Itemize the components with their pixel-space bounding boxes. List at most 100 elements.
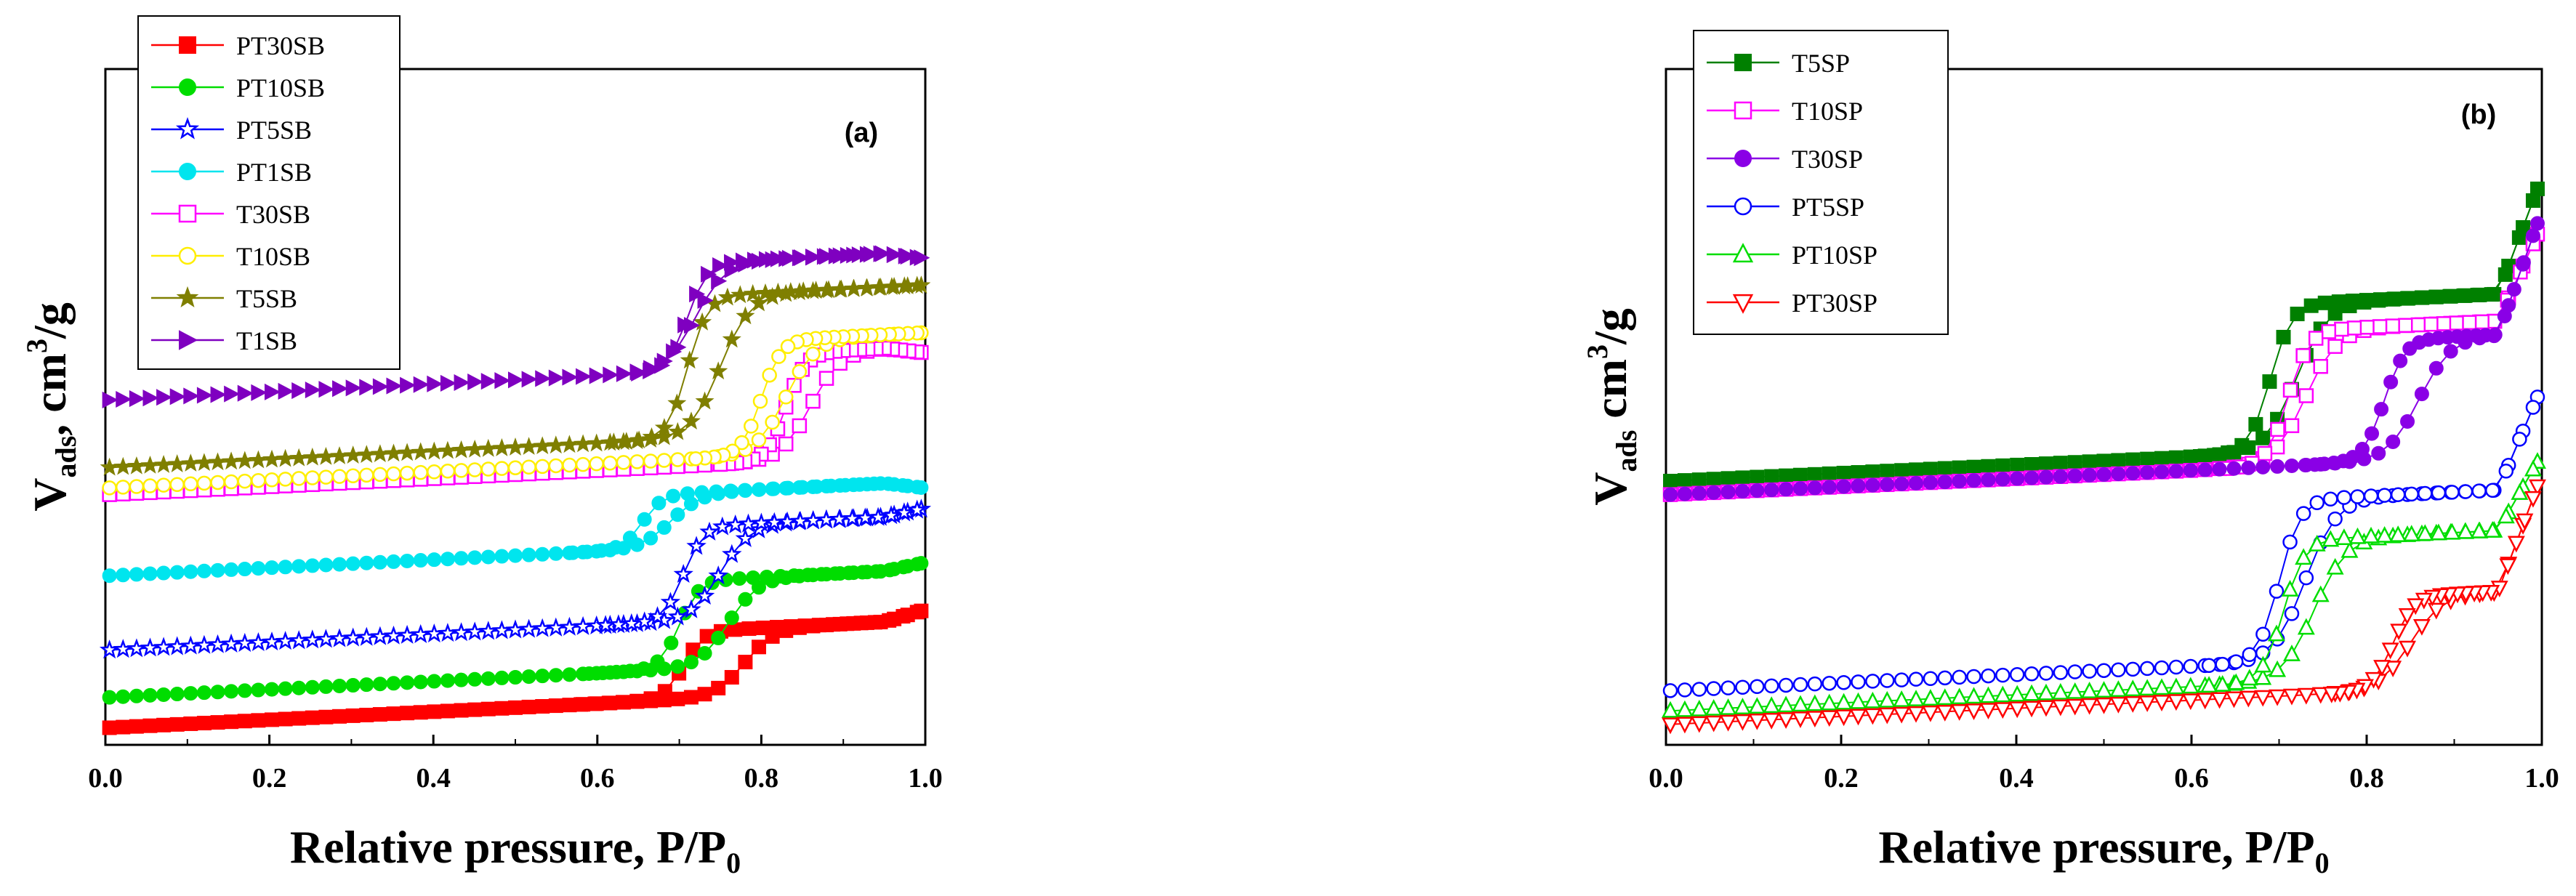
data-point [895, 560, 911, 575]
legend-entry: PT5SB [151, 116, 312, 145]
data-point [762, 367, 777, 383]
data-point [2196, 693, 2214, 710]
data-point [2008, 685, 2026, 702]
data-point [2429, 523, 2447, 541]
data-point [2311, 687, 2330, 704]
data-point [451, 440, 471, 459]
data-point [2387, 291, 2402, 307]
data-point [372, 707, 387, 722]
data-point [581, 666, 597, 681]
data-point [2197, 462, 2213, 477]
x-tick-label: 0.0 [1649, 763, 1683, 794]
data-point [737, 483, 752, 498]
data-point [2095, 697, 2113, 714]
data-point [2372, 319, 2388, 334]
data-point [2327, 511, 2343, 527]
data-point [413, 705, 428, 720]
data-point [427, 552, 442, 568]
data-point [345, 678, 361, 693]
data-point [2474, 314, 2490, 330]
data-point [102, 480, 117, 496]
data-point [2255, 626, 2271, 642]
data-point [699, 521, 720, 541]
data-point [2386, 434, 2401, 449]
data-point [670, 452, 685, 467]
data-point [100, 457, 119, 476]
data-point [2096, 453, 2112, 469]
data-point [196, 716, 212, 731]
data-point [697, 291, 714, 310]
data-point [1849, 692, 1867, 709]
data-point [2373, 292, 2388, 307]
data-point [1995, 667, 2011, 683]
data-point [2340, 541, 2359, 558]
data-point [622, 663, 637, 679]
data-point [183, 686, 198, 701]
data-point [275, 448, 295, 467]
data-point [169, 565, 185, 580]
data-point [780, 339, 796, 355]
data-point [370, 626, 390, 645]
data-point [604, 432, 624, 451]
data-point [1675, 700, 1694, 717]
data-point [2507, 536, 2525, 553]
data-point [519, 437, 539, 455]
data-point [1849, 709, 1867, 726]
data-point [736, 306, 755, 325]
data-point [2393, 353, 2408, 368]
data-point [251, 682, 266, 698]
data-point [811, 618, 826, 633]
data-point [1822, 466, 1837, 481]
data-point [210, 386, 227, 403]
data-point [1994, 685, 2012, 703]
data-point [1822, 675, 1837, 691]
data-point [2350, 489, 2365, 504]
data-point [2269, 584, 2285, 599]
data-point [2428, 289, 2444, 304]
data-point [680, 350, 699, 369]
data-point [589, 367, 605, 384]
data-point [2111, 662, 2126, 678]
data-point [2364, 426, 2380, 441]
data-point [505, 619, 526, 639]
data-point [1720, 680, 1736, 695]
data-point [738, 513, 759, 533]
data-point [518, 618, 539, 638]
data-point [386, 676, 401, 691]
data-point [535, 370, 552, 387]
data-point [142, 478, 158, 493]
data-point [2331, 294, 2346, 310]
data-point [2124, 679, 2142, 697]
data-point [251, 561, 266, 576]
legend-label: T10SP [1792, 97, 1863, 126]
data-point [249, 450, 268, 469]
data-point [167, 454, 187, 472]
data-point [278, 472, 293, 487]
data-point [2268, 624, 2285, 642]
data-point [278, 681, 293, 696]
data-point [129, 688, 144, 703]
data-point [440, 552, 455, 567]
data-point [397, 624, 417, 644]
data-point [318, 469, 334, 485]
data-point [2024, 457, 2040, 472]
data-point [454, 374, 470, 392]
legend-label: T30SB [236, 200, 310, 229]
data-point [2284, 418, 2300, 434]
x-tick-label: 0.4 [1999, 763, 2034, 794]
data-point [2418, 485, 2433, 501]
data-point [129, 479, 145, 494]
data-point [629, 430, 649, 449]
data-point [183, 564, 198, 579]
data-point [2257, 445, 2273, 461]
data-point [2111, 453, 2126, 468]
data-point [330, 446, 350, 464]
data-point [2241, 460, 2256, 475]
data-point [1979, 686, 1997, 703]
data-point [2240, 669, 2258, 686]
legend-entry: T30SP [1707, 145, 1863, 174]
data-point [467, 550, 483, 565]
data-point [778, 389, 794, 405]
data-point [329, 628, 350, 647]
